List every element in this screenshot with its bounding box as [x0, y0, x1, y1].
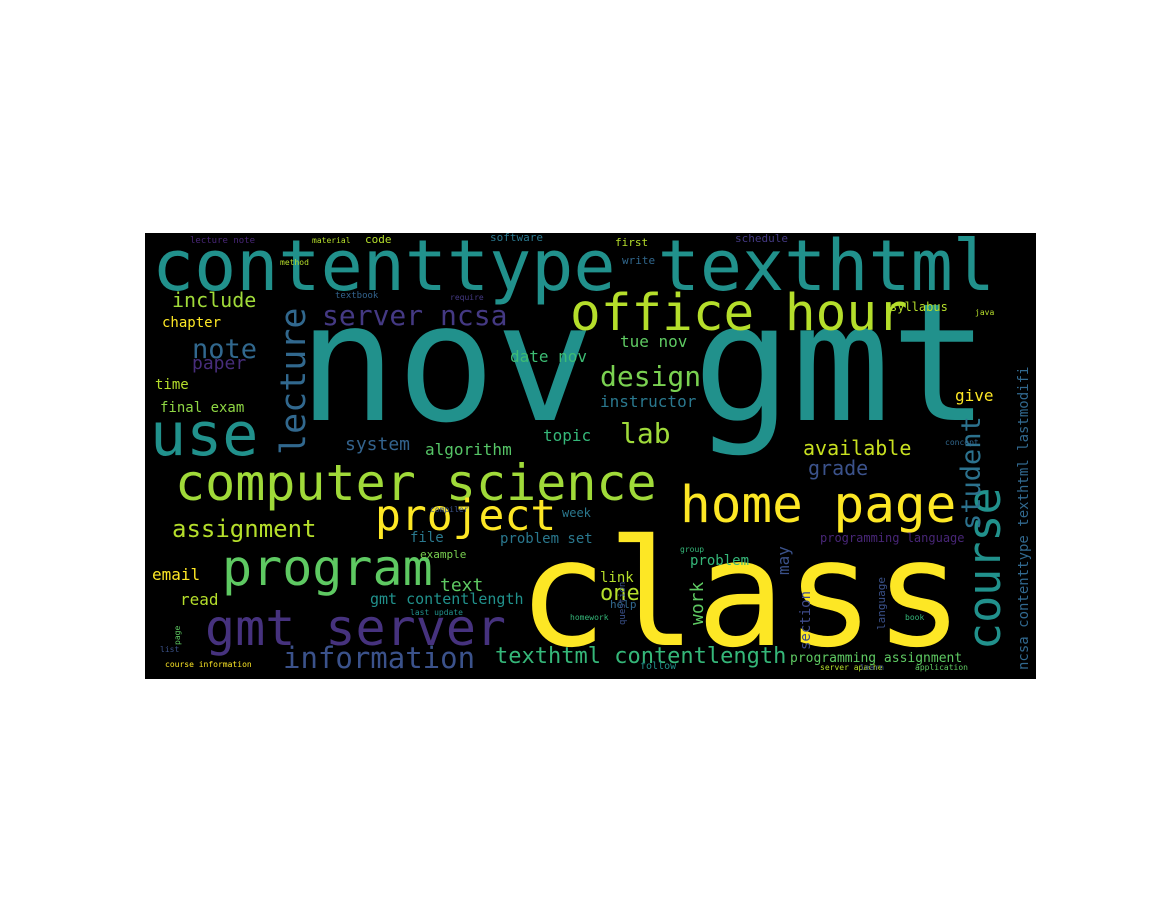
- word: book: [905, 613, 924, 622]
- word: learn: [860, 663, 884, 672]
- word: give: [955, 386, 994, 405]
- word: language: [875, 577, 888, 630]
- word: example: [420, 548, 466, 561]
- word: follow: [640, 661, 677, 672]
- word: grade: [808, 456, 868, 480]
- word: assignment: [172, 515, 317, 543]
- word: application: [915, 663, 968, 672]
- word: tue nov: [620, 332, 687, 351]
- word: chapter: [162, 315, 221, 331]
- word: instructor: [600, 392, 697, 411]
- word: write: [622, 254, 655, 267]
- word: email: [152, 565, 200, 584]
- cloud-background: [145, 233, 1036, 679]
- word: link: [600, 570, 634, 586]
- word: require: [450, 293, 484, 302]
- word: ncsa contenttype texthtml lastmodifi: [1016, 367, 1032, 670]
- word: algorithm: [425, 440, 512, 459]
- word: compiler: [430, 505, 469, 514]
- word: file: [410, 530, 444, 546]
- word: gmt server: [205, 599, 506, 657]
- word: may: [774, 546, 793, 575]
- word: office hour: [570, 284, 908, 343]
- word: lecture: [274, 307, 314, 455]
- word: programming language: [820, 531, 965, 545]
- word: project: [375, 491, 556, 541]
- word: computer science: [175, 454, 657, 512]
- word: student: [956, 416, 987, 530]
- word: note: [192, 334, 257, 365]
- word: java: [975, 308, 994, 317]
- word: homework: [570, 613, 609, 622]
- word: system: [345, 434, 410, 455]
- word: one: [600, 581, 640, 606]
- word: section: [798, 591, 814, 650]
- word: code: [365, 233, 392, 246]
- word: include: [172, 288, 256, 312]
- word: software: [490, 231, 543, 244]
- word: date nov: [510, 347, 587, 366]
- word: program: [222, 539, 433, 597]
- word: last update: [410, 608, 463, 617]
- word: list: [160, 645, 179, 654]
- word: final exam: [160, 400, 244, 416]
- word: nov gmt: [298, 268, 989, 459]
- word: contenttype texthtml: [152, 225, 995, 307]
- word: group: [680, 545, 704, 554]
- word: concept: [945, 438, 979, 447]
- word: problem set: [500, 531, 593, 547]
- word: course information: [165, 660, 252, 669]
- word: information: [283, 641, 475, 675]
- word: server ncsa: [322, 299, 507, 332]
- word: class: [518, 508, 964, 680]
- word: programming assignment: [790, 651, 962, 666]
- word: server apache: [820, 663, 883, 672]
- word: material: [312, 236, 351, 245]
- word: gmt contentlength: [370, 590, 524, 608]
- word: problem: [690, 553, 749, 569]
- word: week: [562, 506, 592, 520]
- word: work: [687, 581, 708, 625]
- word: lecture note: [190, 236, 255, 246]
- word: lab: [620, 417, 671, 450]
- word: first: [615, 236, 648, 249]
- word: paper: [192, 353, 246, 374]
- word: texthtml contentlength: [495, 644, 786, 669]
- word: topic: [543, 426, 591, 445]
- word: home page: [680, 476, 956, 535]
- word: textbook: [335, 291, 379, 301]
- word: method: [280, 258, 309, 267]
- word: course: [958, 487, 1011, 650]
- word: available: [803, 436, 911, 460]
- word: schedule: [735, 232, 788, 245]
- word: help: [610, 598, 637, 611]
- word: text: [440, 575, 483, 596]
- word: page: [173, 626, 182, 645]
- word: syllabus: [890, 300, 948, 314]
- word: design: [600, 360, 701, 393]
- word: read: [180, 590, 219, 609]
- word: time: [155, 377, 189, 393]
- word: use: [150, 400, 258, 470]
- word: question: [618, 582, 628, 625]
